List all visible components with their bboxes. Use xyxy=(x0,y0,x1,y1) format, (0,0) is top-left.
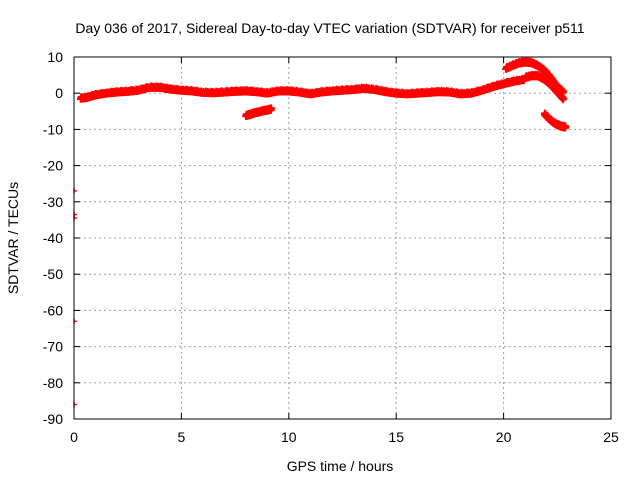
data-point xyxy=(560,87,568,95)
y-axis-title: SDTVAR / TECUs xyxy=(5,182,21,294)
y-tick-label: -80 xyxy=(43,375,63,391)
y-tick-label: -40 xyxy=(43,230,63,246)
grid-lines xyxy=(74,57,611,419)
x-tick-label: 10 xyxy=(281,429,297,445)
data-point xyxy=(560,95,568,103)
y-tick-label: -10 xyxy=(43,121,63,137)
y-tick-labels: 10 0 -10 -20 -30 -40 -50 -60 -70 -80 -90 xyxy=(43,49,63,427)
y-tick-label: -70 xyxy=(43,339,63,355)
x-tick-label: 15 xyxy=(388,429,404,445)
x-tick-labels: 0 5 10 15 20 25 xyxy=(70,429,619,445)
x-tick-label: 5 xyxy=(178,429,186,445)
x-tick-label: 20 xyxy=(496,429,512,445)
x-tick-label: 25 xyxy=(603,429,619,445)
chart-title: Day 036 of 2017, Sidereal Day-to-day VTE… xyxy=(75,20,584,36)
y-tick-label: -60 xyxy=(43,302,63,318)
y-tick-label: 10 xyxy=(47,49,63,65)
y-tick-label: -50 xyxy=(43,266,63,282)
y-tick-label: -20 xyxy=(43,158,63,174)
y-tick-label: -30 xyxy=(43,194,63,210)
data-point xyxy=(562,123,570,131)
y-tick-label: -90 xyxy=(43,411,63,427)
data-point xyxy=(268,104,276,112)
y-tick-label: 0 xyxy=(55,85,63,101)
data-points xyxy=(73,57,570,408)
x-axis-title: GPS time / hours xyxy=(287,458,394,474)
x-tick-label: 0 xyxy=(70,429,78,445)
axis-ticks xyxy=(73,56,612,420)
